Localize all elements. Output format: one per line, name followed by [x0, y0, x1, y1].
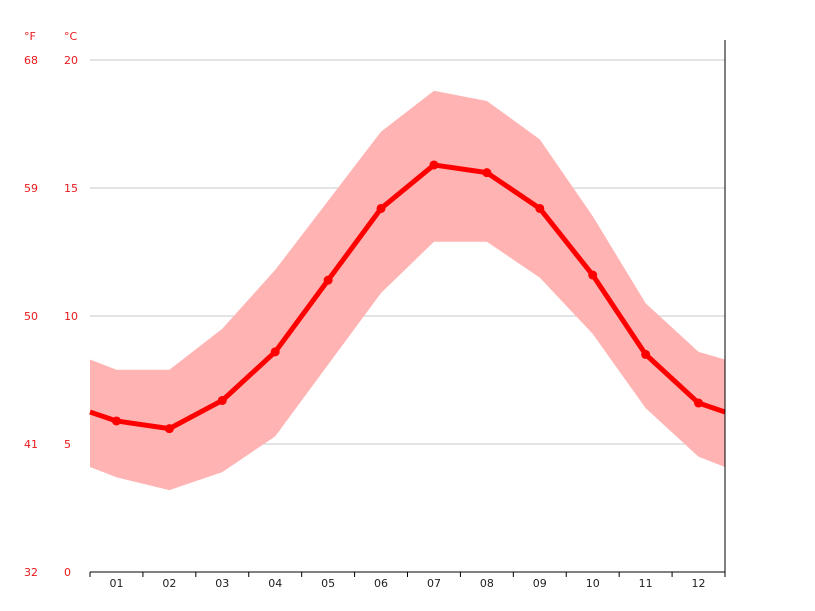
y-tick-c: 5: [64, 438, 71, 451]
x-tick-label: 03: [215, 577, 229, 590]
mean-point: [323, 275, 333, 285]
x-tick-label: 10: [586, 577, 600, 590]
x-tick-label: 01: [109, 577, 123, 590]
y-tick-c: 10: [64, 310, 78, 323]
mean-point: [111, 416, 121, 426]
mean-points: [111, 160, 704, 434]
y-tick-f: 68: [24, 54, 38, 67]
y-tick-f: 50: [24, 310, 38, 323]
x-tick-label: 04: [268, 577, 282, 590]
x-tick-label: 12: [692, 577, 706, 590]
mean-point: [694, 398, 704, 408]
mean-point: [164, 424, 174, 434]
unit-c: °C: [64, 30, 78, 43]
y-tick-f: 41: [24, 438, 38, 451]
mean-line: [89, 162, 726, 432]
mean-point: [217, 395, 227, 405]
unit-f: °F: [24, 30, 36, 43]
min-max-band: [90, 90, 725, 491]
x-tick-label: 02: [162, 577, 176, 590]
x-tick-label: 05: [321, 577, 335, 590]
mean-point: [270, 347, 280, 357]
mean-point: [588, 270, 598, 280]
mean-point: [641, 349, 651, 359]
mean-point: [482, 168, 492, 178]
y-tick-f: 32: [24, 566, 38, 579]
x-tick-label: 09: [533, 577, 547, 590]
x-tick-label: 07: [427, 577, 441, 590]
y-tick-c: 15: [64, 182, 78, 195]
y-tick-c: 20: [64, 54, 78, 67]
mean-point: [376, 203, 386, 213]
y-tick-c: 0: [64, 566, 71, 579]
x-tick-label: 06: [374, 577, 388, 590]
y-tick-f: 59: [24, 182, 38, 195]
mean-point: [429, 160, 439, 170]
x-ticks: 01 02 03 04 05 06 07 08 09 10 11 12: [89, 572, 726, 590]
y-labels: 32 0 41 5 50 10 59 15 68 20: [24, 54, 78, 579]
mean-point: [535, 203, 545, 213]
x-tick-label: 11: [639, 577, 653, 590]
x-tick-label: 08: [480, 577, 494, 590]
